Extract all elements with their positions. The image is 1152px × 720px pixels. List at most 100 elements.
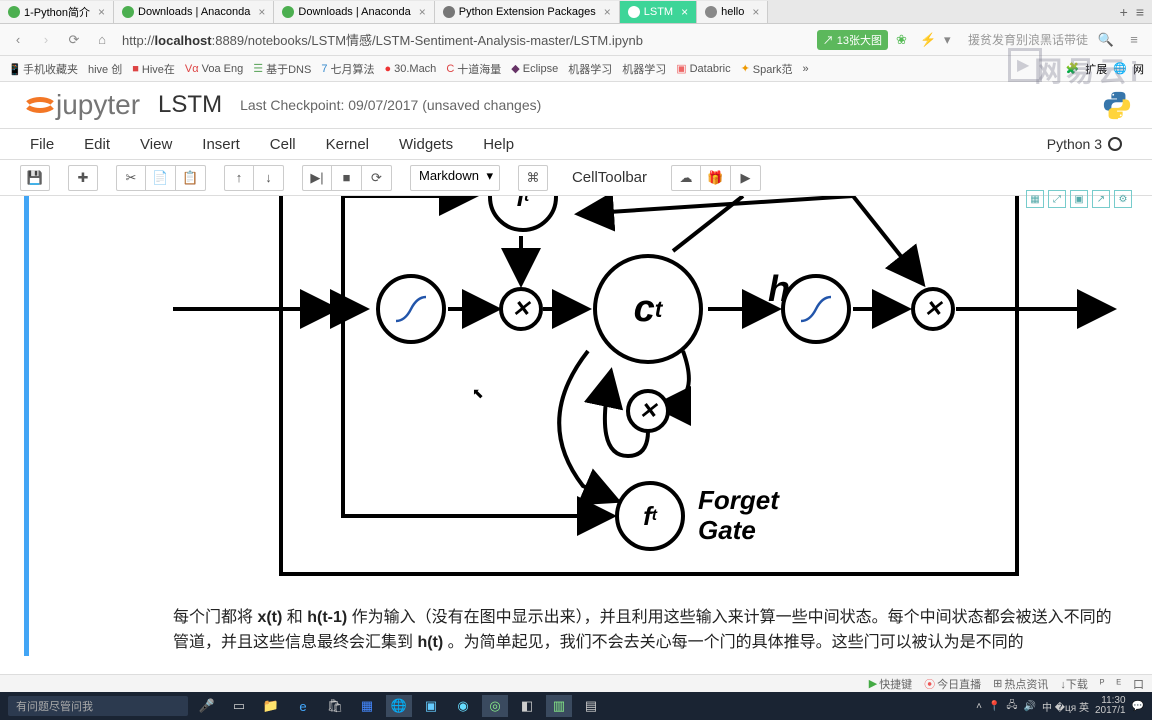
status-news[interactable]: ⊞热点资讯 bbox=[993, 676, 1048, 692]
menu-file[interactable]: File bbox=[30, 136, 54, 153]
video-button[interactable]: ▶ bbox=[731, 165, 761, 191]
cortana-search[interactable]: 有问题尽管问我 bbox=[8, 696, 188, 716]
tab-2[interactable]: Downloads | Anaconda× bbox=[274, 1, 434, 23]
app-icon-7[interactable]: ▤ bbox=[578, 695, 604, 717]
tab-0[interactable]: 1-Python简介× bbox=[0, 1, 114, 23]
bookmark-item[interactable]: 机器学习 bbox=[568, 61, 612, 77]
status-p[interactable]: ᴾ bbox=[1100, 676, 1105, 692]
tray-network-icon[interactable]: 🖧 bbox=[1006, 698, 1017, 715]
bookmark-item[interactable]: ■Hive在 bbox=[132, 61, 175, 77]
bookmark-item[interactable]: VαVoa Eng bbox=[185, 63, 243, 75]
menu-widgets[interactable]: Widgets bbox=[399, 136, 453, 153]
app-icon-3[interactable]: ◉ bbox=[450, 695, 476, 717]
menu-view[interactable]: View bbox=[140, 136, 172, 153]
app-icon-1[interactable]: ▦ bbox=[354, 695, 380, 717]
markdown-cell[interactable]: xt ht bbox=[24, 196, 1128, 656]
status-download[interactable]: ↓下载 bbox=[1060, 676, 1088, 692]
back-icon[interactable]: ‹ bbox=[8, 30, 28, 50]
upload-button[interactable]: ☁ bbox=[671, 165, 701, 191]
tab-3[interactable]: Python Extension Packages× bbox=[435, 1, 620, 23]
restart-button[interactable]: ⟳ bbox=[362, 165, 392, 191]
tab-menu-icon[interactable]: ≡ bbox=[1136, 4, 1144, 20]
store-icon[interactable]: 🛍 bbox=[322, 695, 348, 717]
menu-insert[interactable]: Insert bbox=[202, 136, 240, 153]
bookmarks-bar: 📱手机收藏夹 hive 创 ■Hive在 VαVoa Eng ☰基于DNS 7七… bbox=[0, 56, 1152, 82]
tray-notifications-icon[interactable]: 💬 bbox=[1132, 701, 1144, 712]
close-icon[interactable]: × bbox=[604, 5, 611, 19]
close-icon[interactable]: × bbox=[752, 5, 759, 19]
url-input[interactable]: http://localhost:8889/notebooks/LSTM情感/L… bbox=[120, 28, 809, 51]
bookmark-item[interactable]: ●30.Mach bbox=[384, 63, 436, 75]
bookmark-item[interactable]: 📱手机收藏夹 bbox=[8, 61, 78, 77]
stop-button[interactable]: ■ bbox=[332, 165, 362, 191]
bookmark-item[interactable]: ☰基于DNS bbox=[253, 61, 311, 77]
status-label: 热点资讯 bbox=[1004, 676, 1048, 692]
bookmark-item[interactable]: C十道海量 bbox=[446, 61, 501, 77]
chrome-icon[interactable]: 🌐 bbox=[386, 695, 412, 717]
explorer-icon[interactable]: 📁 bbox=[258, 695, 284, 717]
bookmark-item[interactable]: 7七月算法 bbox=[321, 61, 374, 77]
forward-icon[interactable]: › bbox=[36, 30, 56, 50]
home-icon[interactable]: ⌂ bbox=[92, 30, 112, 50]
globe-icon[interactable]: 🌐 bbox=[1113, 62, 1127, 75]
new-tab-icon[interactable]: + bbox=[1120, 4, 1128, 20]
copy-button[interactable]: 📄 bbox=[146, 165, 176, 191]
bookmark-item[interactable]: ✦Spark范 bbox=[741, 61, 793, 77]
paste-button[interactable]: 📋 bbox=[176, 165, 206, 191]
app-icon-2[interactable]: ▣ bbox=[418, 695, 444, 717]
edge-icon[interactable]: e bbox=[290, 695, 316, 717]
run-button[interactable]: ▶| bbox=[302, 165, 332, 191]
tab-1[interactable]: Downloads | Anaconda× bbox=[114, 1, 274, 23]
tab-label: LSTM bbox=[644, 6, 673, 18]
tab-5[interactable]: hello× bbox=[697, 1, 768, 23]
chevron-down-icon[interactable]: ▾ bbox=[944, 32, 960, 48]
flash-icon[interactable]: ⚡ bbox=[920, 32, 936, 48]
move-down-button[interactable]: ↓ bbox=[254, 165, 284, 191]
tab-controls: + ≡ bbox=[1112, 4, 1152, 20]
tab-4[interactable]: LSTM × bbox=[620, 1, 697, 23]
move-up-button[interactable]: ↑ bbox=[224, 165, 254, 191]
cell-type-select[interactable]: Markdown bbox=[410, 165, 500, 191]
menu-cell[interactable]: Cell bbox=[270, 136, 296, 153]
status-e[interactable]: ᴱ bbox=[1116, 676, 1121, 692]
bookmarks-right: 🧩扩展 🌐网 bbox=[1066, 61, 1144, 77]
tray-volume-icon[interactable]: 🔊 bbox=[1024, 701, 1036, 712]
extension-icon[interactable]: ❀ bbox=[896, 32, 912, 48]
bookmark-item[interactable]: 机器学习 bbox=[622, 61, 666, 77]
extensions-icon[interactable]: 🧩 bbox=[1066, 62, 1080, 75]
app-icon-5[interactable]: ◧ bbox=[514, 695, 540, 717]
badge-images[interactable]: ↗ 13张大图 bbox=[817, 30, 888, 50]
reload-icon[interactable]: ⟳ bbox=[64, 30, 84, 50]
status-sq[interactable]: 口 bbox=[1133, 676, 1144, 692]
menu-help[interactable]: Help bbox=[483, 136, 514, 153]
tray-lang[interactable]: 中 �ця 英 bbox=[1042, 699, 1089, 714]
close-icon[interactable]: × bbox=[98, 5, 105, 19]
add-cell-button[interactable]: ✚ bbox=[68, 165, 98, 191]
search-icon[interactable]: 🔍 bbox=[1096, 30, 1116, 50]
status-live[interactable]: ⦿今日直播 bbox=[924, 676, 981, 692]
bookmark-item[interactable]: hive 创 bbox=[88, 61, 122, 77]
jupyter-logo[interactable]: jupyter bbox=[20, 89, 140, 121]
tray-up-icon[interactable]: ˄ bbox=[976, 701, 982, 712]
menu-icon[interactable]: ≡ bbox=[1124, 30, 1144, 50]
cut-button[interactable]: ✂ bbox=[116, 165, 146, 191]
bookmark-item[interactable]: ◆Eclipse bbox=[511, 62, 558, 75]
close-icon[interactable]: × bbox=[681, 5, 688, 19]
menu-edit[interactable]: Edit bbox=[84, 136, 110, 153]
save-button[interactable]: 💾 bbox=[20, 165, 50, 191]
bookmark-item[interactable]: ▣Databric bbox=[676, 62, 730, 75]
more-bookmarks[interactable]: » bbox=[803, 63, 809, 75]
app-icon-4[interactable]: ◎ bbox=[482, 695, 508, 717]
gift-button[interactable]: 🎁 bbox=[701, 165, 731, 191]
task-view-icon[interactable]: ▭ bbox=[226, 695, 252, 717]
close-icon[interactable]: × bbox=[419, 5, 426, 19]
mic-icon[interactable]: 🎤 bbox=[194, 695, 220, 717]
celltoolbar-label[interactable]: CellToolbar bbox=[572, 169, 647, 186]
notebook-title[interactable]: LSTM bbox=[158, 91, 222, 119]
menu-kernel[interactable]: Kernel bbox=[326, 136, 369, 153]
close-icon[interactable]: × bbox=[258, 5, 265, 19]
status-shortcut[interactable]: ▶快捷键 bbox=[869, 676, 912, 692]
command-palette-button[interactable]: ⌘ bbox=[518, 165, 548, 191]
app-icon-6[interactable]: ▥ bbox=[546, 695, 572, 717]
tray-location-icon[interactable]: 📍 bbox=[988, 701, 1000, 712]
